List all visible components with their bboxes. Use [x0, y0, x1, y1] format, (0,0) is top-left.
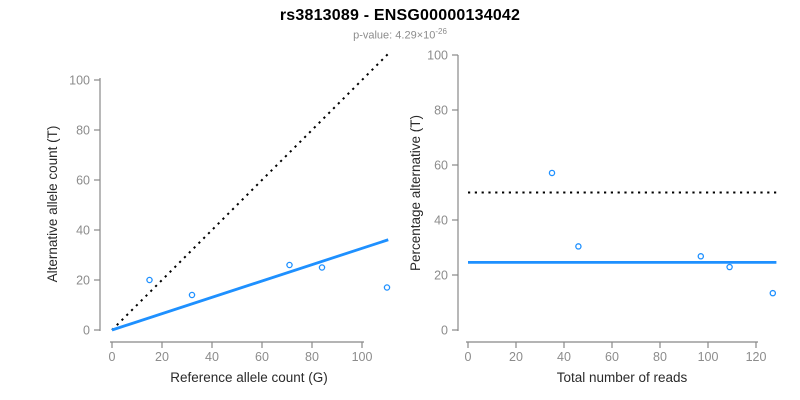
- y-tick-label: 60: [76, 174, 90, 188]
- y-tick-label: 20: [434, 269, 448, 283]
- y-tick-label: 60: [434, 159, 448, 173]
- x-tick-label: 80: [653, 350, 667, 364]
- data-point: [726, 263, 733, 271]
- data-point: [697, 253, 705, 260]
- y-tick-label: 0: [441, 324, 448, 338]
- y-tick-label: 100: [69, 74, 90, 88]
- x-axis-title: Total number of reads: [557, 370, 688, 385]
- x-axis-title: Reference allele count (G): [170, 370, 328, 385]
- x-tick-label: 0: [465, 350, 472, 364]
- left-plot: 0 20 40 60 80 100 0 20 40 60 80 100 Reference allele…: [45, 53, 391, 385]
- data-point: [318, 264, 326, 271]
- x-tick-label: 60: [255, 350, 269, 364]
- data-point: [769, 289, 777, 297]
- data-point: [146, 276, 153, 284]
- data-point: [548, 169, 556, 177]
- data-point: [286, 261, 293, 269]
- y-tick-label: 0: [83, 324, 90, 338]
- y-tick-label: 40: [434, 214, 448, 228]
- x-tick-label: 100: [698, 350, 719, 364]
- x-tick-label: 0: [109, 350, 116, 364]
- identity-line: [111, 53, 389, 331]
- x-tick-label: 100: [352, 350, 373, 364]
- x-tick-label: 80: [305, 350, 319, 364]
- x-tick-label: 120: [746, 350, 767, 364]
- y-tick-label: 80: [434, 104, 448, 118]
- fit-line: [111, 238, 389, 332]
- y-tick-label: 20: [76, 274, 90, 288]
- y-axis-title: Percentage alternative (T): [408, 115, 423, 271]
- right-plot: 0 20 40 60 80 100 0 20 40 60 80 100 120 Total number …: [408, 49, 777, 385]
- y-axis-title: Alternative allele count (T): [45, 126, 60, 283]
- x-tick-label: 60: [605, 350, 619, 364]
- x-tick-label: 40: [557, 350, 571, 364]
- y-tick-label: 40: [76, 224, 90, 238]
- data-point: [383, 284, 391, 291]
- x-tick-label: 20: [155, 350, 169, 364]
- data-point: [188, 291, 196, 299]
- y-tick-label: 80: [76, 124, 90, 138]
- data-point: [575, 243, 582, 250]
- y-tick-label: 100: [427, 49, 448, 63]
- x-tick-label: 20: [509, 350, 523, 364]
- x-tick-label: 40: [205, 350, 219, 364]
